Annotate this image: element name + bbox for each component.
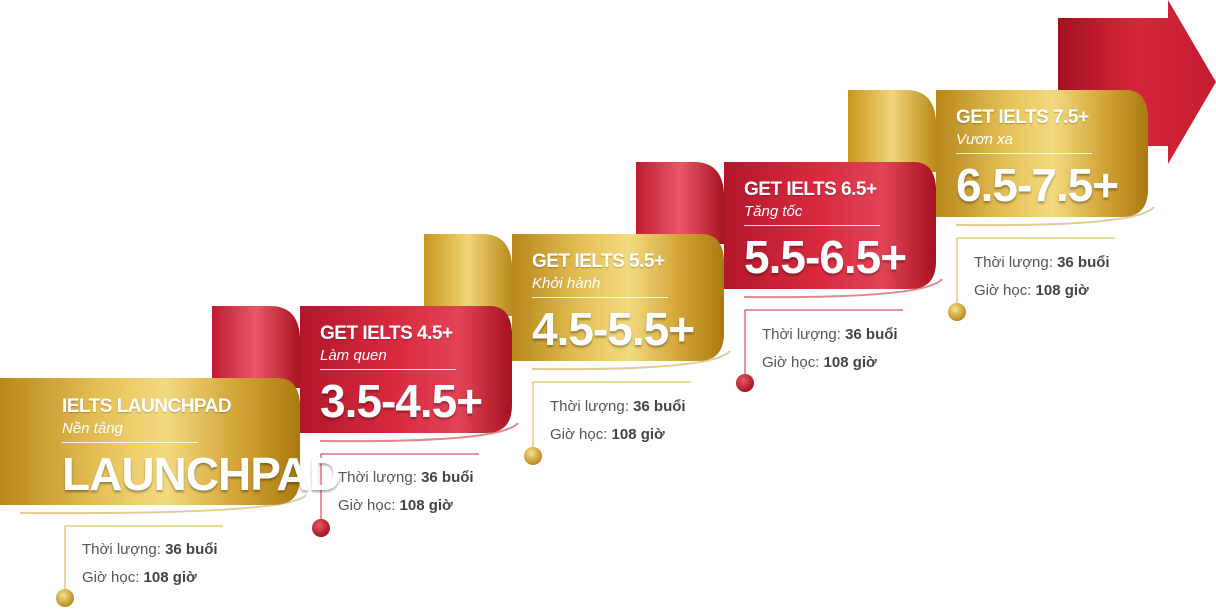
ribbon-curl: [424, 234, 513, 316]
step-2-info: Thời lượng: 36 buổi Giờ học: 108 giờ: [338, 464, 474, 520]
step-4-info: Thời lượng: 36 buổi Giờ học: 108 giờ: [762, 321, 898, 377]
step-divider: [320, 369, 456, 370]
ribbon-face: [0, 378, 301, 505]
hours-label: Giờ học:: [550, 426, 612, 443]
step-subtitle: Khởi hành: [532, 275, 601, 292]
connector-line: [320, 453, 479, 519]
connector-lines: [56, 237, 1115, 607]
hours-line: Giờ học: 108 giờ: [550, 421, 686, 449]
step-band: 6.5-7.5+: [956, 159, 1119, 211]
connector-line: [744, 309, 903, 374]
duration-line: Thời lượng: 36 buổi: [82, 536, 218, 564]
ribbon-shadow: [531, 350, 731, 371]
hours-line: Giờ học: 108 giờ: [82, 564, 218, 592]
ribbon-shadow: [955, 206, 1155, 227]
step-divider: [956, 153, 1092, 154]
hours-label: Giờ học:: [82, 569, 144, 586]
hours-value: 108 giờ: [1035, 282, 1089, 299]
step-heading: GET IELTS 6.5+: [744, 179, 877, 200]
step-5-info: Thời lượng: 36 buổi Giờ học: 108 giờ: [974, 249, 1110, 305]
ribbon-curl: [636, 162, 725, 244]
step-band: 3.5-4.5+: [320, 375, 483, 427]
milestone-dot: [524, 447, 542, 465]
duration-line: Thời lượng: 36 buổi: [338, 464, 474, 492]
hours-line: Giờ học: 108 giờ: [338, 492, 474, 520]
duration-label: Thời lượng:: [762, 326, 846, 343]
connector-line: [64, 525, 223, 589]
hours-label: Giờ học:: [338, 497, 400, 514]
ribbon-shadow: [743, 278, 943, 299]
step-1-text: IELTS LAUNCHPAD Nền tảng LAUNCHPAD: [62, 396, 342, 500]
step-divider: [62, 442, 198, 443]
step-3-info: Thời lượng: 36 buổi Giờ học: 108 giờ: [550, 393, 686, 449]
step-heading: IELTS LAUNCHPAD: [62, 396, 232, 417]
hours-label: Giờ học:: [762, 354, 824, 371]
step-subtitle: Nền tảng: [62, 420, 123, 437]
step-divider: [532, 297, 668, 298]
duration-line: Thời lượng: 36 buổi: [974, 249, 1110, 277]
duration-label: Thời lượng:: [974, 254, 1058, 271]
step-heading: GET IELTS 5.5+: [532, 251, 665, 272]
connector-line: [956, 237, 1115, 303]
ribbon-step-1: [0, 306, 307, 515]
duration-label: Thời lượng:: [82, 541, 166, 558]
duration-label: Thời lượng:: [550, 398, 634, 415]
step-4-text: GET IELTS 6.5+ Tăng tốc 5.5-6.5+: [744, 179, 907, 283]
step-3-text: GET IELTS 5.5+ Khởi hành 4.5-5.5+: [532, 251, 695, 355]
step-heading: GET IELTS 7.5+: [956, 107, 1089, 128]
step-5-text: GET IELTS 7.5+ Vươn xa 6.5-7.5+: [956, 107, 1119, 211]
hours-line: Giờ học: 108 giờ: [762, 349, 898, 377]
milestone-dot: [736, 374, 754, 392]
step-2-text: GET IELTS 4.5+ Làm quen 3.5-4.5+: [320, 323, 483, 427]
hours-value: 108 giờ: [611, 426, 665, 443]
ribbon-curl: [848, 90, 937, 172]
hours-value: 108 giờ: [823, 354, 877, 371]
step-band: LAUNCHPAD: [62, 448, 342, 500]
hours-label: Giờ học:: [974, 282, 1036, 299]
connector-line: [532, 381, 691, 447]
duration-line: Thời lượng: 36 buổi: [762, 321, 898, 349]
milestone-dot: [948, 303, 966, 321]
step-divider: [744, 225, 880, 226]
step-subtitle: Làm quen: [320, 347, 387, 364]
milestone-dot: [312, 519, 330, 537]
ribbon-shadow: [19, 494, 307, 515]
duration-value: 36 buổi: [421, 469, 474, 486]
duration-value: 36 buổi: [165, 541, 218, 558]
duration-value: 36 buổi: [1057, 254, 1110, 271]
duration-label: Thời lượng:: [338, 469, 422, 486]
hours-line: Giờ học: 108 giờ: [974, 277, 1110, 305]
duration-value: 36 buổi: [633, 398, 686, 415]
step-heading: GET IELTS 4.5+: [320, 323, 453, 344]
ribbon-curl: [212, 306, 301, 388]
step-band: 4.5-5.5+: [532, 303, 695, 355]
duration-value: 36 buổi: [845, 326, 898, 343]
hours-value: 108 giờ: [399, 497, 453, 514]
step-1-info: Thời lượng: 36 buổi Giờ học: 108 giờ: [82, 536, 218, 592]
step-band: 5.5-6.5+: [744, 231, 907, 283]
duration-line: Thời lượng: 36 buổi: [550, 393, 686, 421]
milestone-dot: [56, 589, 74, 607]
step-subtitle: Vươn xa: [956, 131, 1013, 148]
hours-value: 108 giờ: [143, 569, 197, 586]
step-subtitle: Tăng tốc: [744, 203, 803, 220]
ribbon-shadow: [319, 422, 519, 443]
